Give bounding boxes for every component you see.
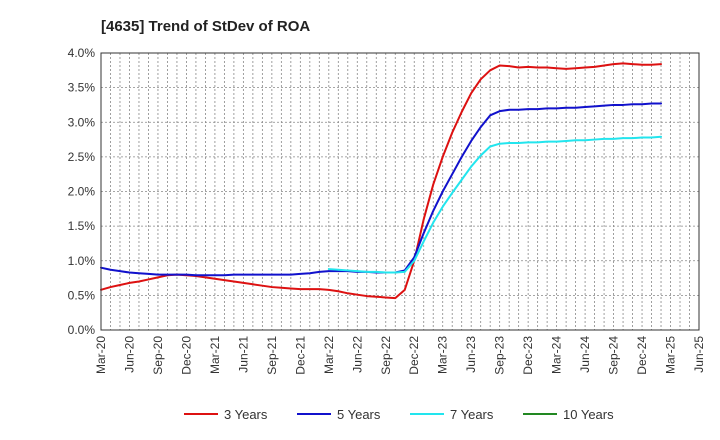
legend-label: 10 Years [563, 407, 614, 422]
x-tick-label: Sep-22 [379, 336, 393, 375]
x-tick-label: Dec-24 [635, 336, 649, 375]
x-tick-label: Mar-21 [208, 336, 222, 374]
y-tick-label: 3.5% [68, 81, 96, 95]
x-tick-label: Sep-20 [151, 336, 165, 375]
y-axis-ticks: 0.0% 0.5% 1.0% 1.5% 2.0% 2.5% 3.0% 3.5% 4.0% [68, 46, 96, 337]
grid [101, 53, 699, 330]
series-line-3-years [100, 62, 663, 300]
x-axis-ticks: Mar-20 Jun-20 Sep-20 Dec-20 Mar-21 Jun-21 Sep-… [94, 336, 706, 375]
x-tick-label: Mar-24 [550, 336, 564, 374]
y-tick-label: 1.0% [68, 254, 96, 268]
x-tick-label: Sep-24 [607, 336, 621, 375]
x-tick-label: Jun-22 [350, 336, 364, 373]
x-tick-label: Mar-22 [322, 336, 336, 374]
x-tick-label: Jun-23 [464, 336, 478, 373]
x-tick-label: Sep-23 [493, 336, 507, 375]
x-tick-label: Jun-20 [122, 336, 136, 373]
x-tick-label: Dec-20 [179, 336, 193, 375]
series-line-5-years [100, 102, 663, 277]
x-tick-label: Dec-23 [521, 336, 535, 375]
legend-label: 5 Years [337, 407, 381, 422]
x-tick-label: Sep-21 [265, 336, 279, 375]
series-line-7-years [327, 135, 663, 274]
plot-frame [100, 52, 700, 331]
legend: 3 Years 5 Years 7 Years 10 Years [184, 407, 614, 422]
y-tick-label: 0.0% [68, 323, 96, 337]
legend-label: 7 Years [450, 407, 494, 422]
y-tick-label: 3.0% [68, 115, 96, 129]
x-tick-label: Jun-24 [578, 336, 592, 373]
y-tick-label: 1.5% [68, 219, 96, 233]
x-tick-label: Mar-25 [664, 336, 678, 374]
series-layer [100, 62, 663, 300]
x-tick-label: Mar-23 [436, 336, 450, 374]
x-tick-label: Dec-22 [407, 336, 421, 375]
y-tick-label: 0.5% [68, 288, 96, 302]
y-tick-label: 2.5% [68, 150, 96, 164]
x-tick-label: Mar-20 [94, 336, 108, 374]
x-tick-label: Jun-21 [236, 336, 250, 373]
x-tick-label: Dec-21 [293, 336, 307, 375]
legend-label: 3 Years [224, 407, 268, 422]
y-tick-label: 4.0% [68, 46, 96, 60]
x-tick-label: Jun-25 [692, 336, 706, 373]
y-tick-label: 2.0% [68, 185, 96, 199]
chart-title: [4635] Trend of StDev of ROA [101, 18, 310, 35]
